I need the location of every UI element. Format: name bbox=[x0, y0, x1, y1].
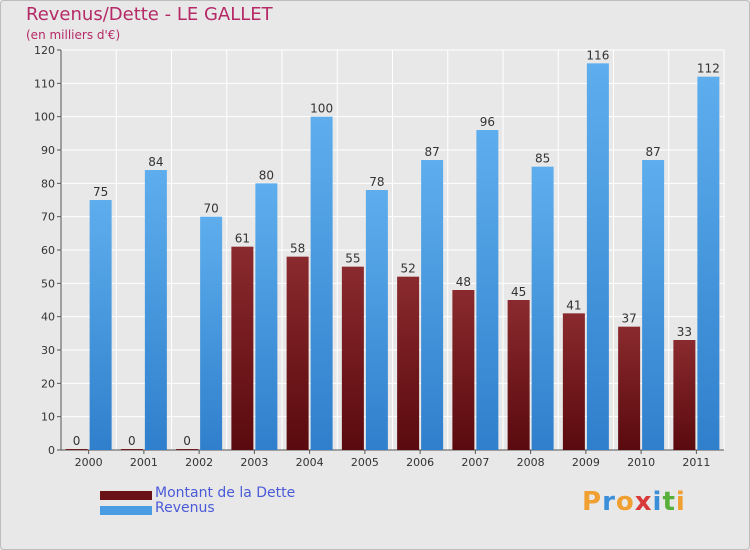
data-label-revenus-2009: 116 bbox=[586, 48, 609, 62]
y-tick-label-40: 40 bbox=[41, 311, 55, 324]
bar-debt-2006 bbox=[397, 276, 420, 450]
data-label-debt-2003: 61 bbox=[235, 232, 250, 246]
data-label-revenus-2011: 112 bbox=[697, 62, 720, 76]
y-tick-label-70: 70 bbox=[41, 211, 55, 224]
bar-revenus-2007 bbox=[476, 130, 499, 450]
bar-debt-2009 bbox=[562, 313, 585, 450]
legend-swatch-debt bbox=[100, 491, 152, 500]
bar-debt-2007 bbox=[452, 290, 475, 450]
y-tick-label-110: 110 bbox=[34, 77, 55, 90]
logo-letter-2: o bbox=[615, 487, 635, 517]
logo-letter-4: i bbox=[652, 487, 663, 517]
data-label-debt-2000: 0 bbox=[73, 434, 81, 448]
logo-letter-6: i bbox=[675, 487, 686, 517]
bar-revenus-2004 bbox=[310, 116, 333, 451]
x-tick-label-2006: 2006 bbox=[406, 456, 434, 469]
data-label-debt-2009: 41 bbox=[566, 298, 581, 312]
data-label-revenus-2007: 96 bbox=[480, 115, 495, 129]
bar-revenus-2008 bbox=[531, 166, 554, 450]
x-tick-label-2003: 2003 bbox=[240, 456, 268, 469]
label-layer: 0 75 0 84 0 70 61 80 58 100 55 78 52 87 48 96 45 85 41 116 3… bbox=[73, 48, 720, 448]
x-tick-label-2004: 2004 bbox=[296, 456, 324, 469]
data-label-debt-2002: 0 bbox=[183, 434, 191, 448]
bar-debt-2004 bbox=[286, 256, 309, 450]
bar-debt-2001 bbox=[120, 449, 143, 450]
data-label-revenus-2001: 84 bbox=[148, 155, 163, 169]
logo-letter-0: P bbox=[582, 487, 603, 517]
y-tick-label-20: 20 bbox=[41, 377, 55, 390]
y-tick-label-60: 60 bbox=[41, 244, 55, 257]
chart-title: Revenus/Dette - LE GALLET bbox=[26, 4, 273, 25]
logo-letter-1: r bbox=[602, 487, 616, 517]
data-label-revenus-2000: 75 bbox=[93, 185, 108, 199]
data-label-revenus-2010: 87 bbox=[645, 145, 660, 159]
bar-revenus-2001 bbox=[144, 170, 167, 450]
y-tick-label-120: 120 bbox=[34, 44, 55, 57]
legend-label-debt: Montant de la Dette bbox=[155, 485, 296, 501]
bar-debt-2008 bbox=[507, 300, 530, 450]
y-tick-label-0: 0 bbox=[48, 444, 55, 457]
x-tick-label-2011: 2011 bbox=[682, 456, 710, 469]
x-tick-label-2010: 2010 bbox=[627, 456, 655, 469]
data-label-debt-2005: 55 bbox=[345, 252, 360, 266]
bar-revenus-2006 bbox=[421, 160, 444, 450]
bar-revenus-2005 bbox=[365, 190, 388, 450]
bar-debt-2003 bbox=[231, 246, 254, 450]
bar-revenus-2002 bbox=[200, 216, 223, 450]
data-label-debt-2001: 0 bbox=[128, 434, 136, 448]
data-label-debt-2010: 37 bbox=[621, 312, 636, 326]
data-label-revenus-2006: 87 bbox=[424, 145, 439, 159]
bar-debt-2000 bbox=[65, 449, 88, 450]
data-label-revenus-2004: 100 bbox=[310, 102, 333, 116]
logo-letter-5: t bbox=[662, 487, 676, 517]
x-tick-label-2000: 2000 bbox=[75, 456, 103, 469]
x-tick-label-2009: 2009 bbox=[572, 456, 600, 469]
axis-layer: 0 10 20 30 40 50 60 70 80 90 100 110 120 2000 2001 2002… bbox=[34, 44, 724, 469]
x-tick-label-2007: 2007 bbox=[461, 456, 489, 469]
legend-swatch-revenus bbox=[100, 506, 152, 515]
data-label-debt-2004: 58 bbox=[290, 242, 305, 256]
bar-revenus-2011 bbox=[697, 76, 720, 451]
bar-debt-2011 bbox=[673, 340, 696, 450]
data-label-revenus-2003: 80 bbox=[259, 168, 274, 182]
bar-layer bbox=[65, 63, 720, 451]
y-tick-label-50: 50 bbox=[41, 277, 55, 290]
chart-subtitle: (en milliers d'€) bbox=[26, 28, 121, 42]
y-tick-label-30: 30 bbox=[41, 344, 55, 357]
grid-layer bbox=[60, 49, 725, 451]
bar-revenus-2003 bbox=[255, 183, 278, 451]
legend-label-revenus: Revenus bbox=[155, 500, 215, 516]
x-tick-label-2001: 2001 bbox=[130, 456, 158, 469]
y-tick-label-90: 90 bbox=[41, 144, 55, 157]
y-tick-label-80: 80 bbox=[41, 177, 55, 190]
x-tick-label-2002: 2002 bbox=[185, 456, 213, 469]
bar-revenus-2010 bbox=[642, 160, 665, 450]
bar-debt-2002 bbox=[176, 449, 199, 450]
data-label-revenus-2005: 78 bbox=[369, 175, 384, 189]
y-tick-label-100: 100 bbox=[34, 111, 55, 124]
bar-revenus-2000 bbox=[89, 200, 112, 450]
y-tick-label-10: 10 bbox=[41, 411, 55, 424]
data-label-debt-2008: 45 bbox=[511, 285, 526, 299]
data-label-revenus-2002: 70 bbox=[203, 202, 218, 216]
proxiti-logo: Proxiti bbox=[582, 487, 686, 517]
x-tick-label-2005: 2005 bbox=[351, 456, 379, 469]
bar-revenus-2009 bbox=[586, 63, 609, 450]
data-label-debt-2011: 33 bbox=[677, 325, 692, 339]
data-label-debt-2006: 52 bbox=[400, 262, 415, 276]
logo-letter-3: x bbox=[634, 487, 653, 517]
data-label-debt-2007: 48 bbox=[456, 275, 471, 289]
x-tick-label-2008: 2008 bbox=[517, 456, 545, 469]
bar-debt-2005 bbox=[341, 266, 364, 450]
data-label-revenus-2008: 85 bbox=[535, 152, 550, 166]
bar-debt-2010 bbox=[618, 326, 641, 450]
